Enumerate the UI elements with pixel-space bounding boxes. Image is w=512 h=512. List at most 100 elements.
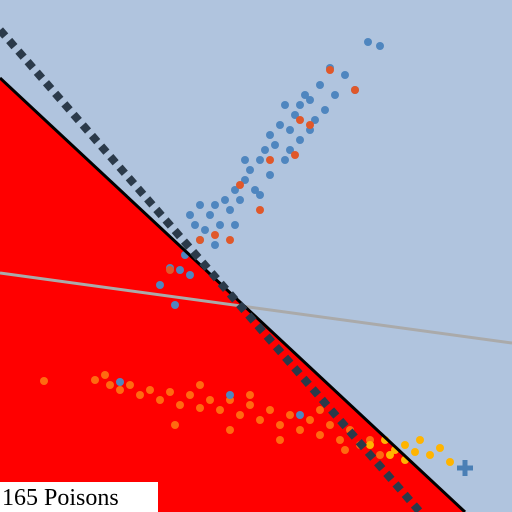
point [91,376,99,384]
point [196,381,204,389]
point [286,146,294,154]
point [186,211,194,219]
point [286,411,294,419]
point [236,196,244,204]
point [321,106,329,114]
point [186,391,194,399]
point [286,126,294,134]
point [196,404,204,412]
point [366,441,374,449]
point [326,66,334,74]
point [296,136,304,144]
point [211,241,219,249]
point [171,301,179,309]
point [351,86,359,94]
annotation-box [0,482,158,512]
point [306,416,314,424]
point [206,211,214,219]
target-marker [457,460,473,476]
point [341,71,349,79]
point [106,381,114,389]
point [426,451,434,459]
point [291,111,299,119]
point [276,421,284,429]
point [316,81,324,89]
point [446,458,454,466]
point [266,406,274,414]
point [276,436,284,444]
point [291,151,299,159]
point [256,206,264,214]
point [416,436,424,444]
point [126,381,134,389]
point [176,401,184,409]
point [331,91,339,99]
point [436,444,444,452]
point [261,146,269,154]
point [136,391,144,399]
point [306,96,314,104]
plot [0,27,512,512]
point [231,186,239,194]
boundary-line [0,27,424,512]
point [256,156,264,164]
point [296,411,304,419]
point [256,191,264,199]
point [241,176,249,184]
boundary-line [0,271,512,345]
point [301,91,309,99]
point [316,431,324,439]
point [40,377,48,385]
point [206,396,214,404]
point [296,101,304,109]
point [306,121,314,129]
point [251,186,259,194]
point [176,266,184,274]
point [216,221,224,229]
point [311,116,319,124]
point [221,196,229,204]
point [266,156,274,164]
point [166,266,174,274]
point [166,388,174,396]
point [401,441,409,449]
point [376,42,384,50]
point [231,221,239,229]
point [226,236,234,244]
point [246,401,254,409]
point [281,156,289,164]
annotation: 165 Poisons [2,485,119,511]
point [156,396,164,404]
point [326,421,334,429]
point [201,226,209,234]
point [236,181,244,189]
point [266,131,274,139]
point [216,406,224,414]
point [316,406,324,414]
point [296,116,304,124]
point [101,371,109,379]
point [246,391,254,399]
point [191,221,199,229]
point [171,421,179,429]
point [241,156,249,164]
point [271,141,279,149]
point [341,446,349,454]
point [116,378,124,386]
point [376,451,384,459]
point [226,426,234,434]
point [246,166,254,174]
point [296,426,304,434]
point [281,101,289,109]
point [186,271,194,279]
point [211,231,219,239]
point [196,236,204,244]
point [226,391,234,399]
point [386,451,394,459]
point [156,281,164,289]
point [116,386,124,394]
point [196,201,204,209]
point [236,411,244,419]
point [336,436,344,444]
